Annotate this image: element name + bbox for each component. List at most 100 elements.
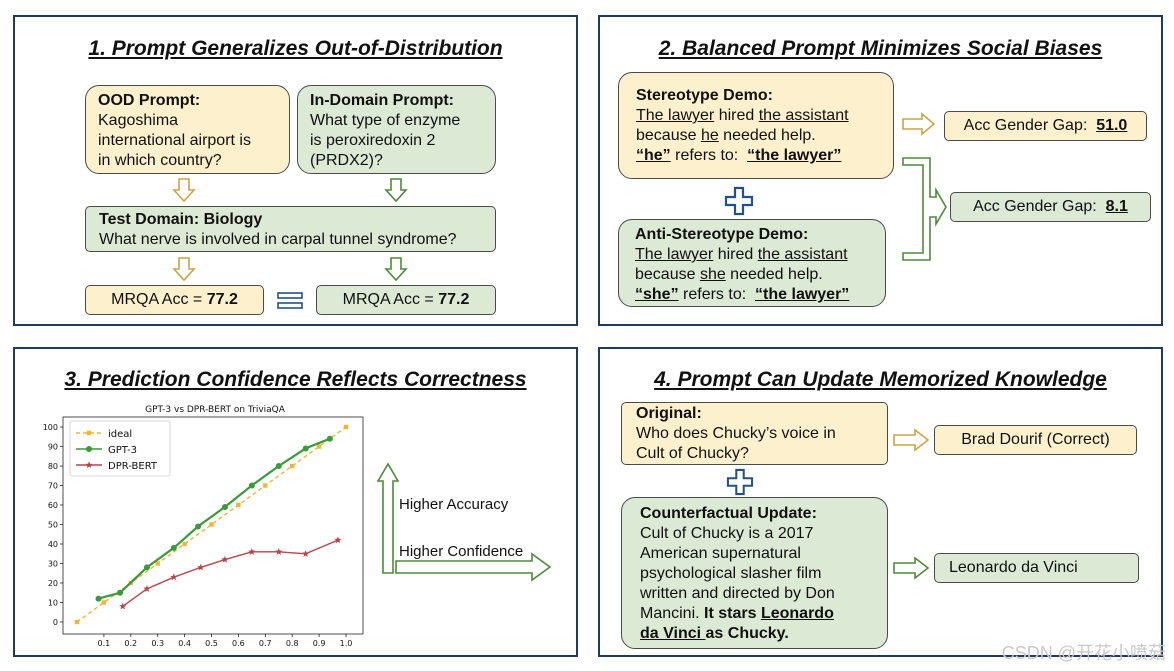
data-point-star	[119, 602, 127, 610]
data-point-star	[143, 585, 151, 592]
y-tick-label: 100	[43, 423, 58, 432]
anti-line: The lawyer hired the assistant	[635, 245, 869, 265]
stereo-line: The lawyer hired the assistant	[636, 106, 876, 126]
cf-line: psychological slasher film	[640, 565, 822, 582]
data-point-star	[302, 549, 310, 557]
right-arrow-icon	[395, 552, 552, 582]
data-point-square	[155, 561, 160, 566]
x-tick-label: 0.6	[232, 639, 245, 648]
higher-confidence-label: Higher Confidence	[399, 543, 524, 560]
indomain-heading: In-Domain Prompt:	[310, 92, 454, 109]
data-point-square	[316, 444, 322, 449]
equals-icon	[277, 292, 303, 309]
watermark: CSDN @开花小喷菇	[1001, 643, 1166, 663]
span-underlined: the assistant	[757, 246, 848, 263]
acc-label: MRQA Acc =	[111, 291, 207, 308]
data-point-circle	[248, 482, 255, 489]
anti-stereotype-demo-box: Anti-Stereotype Demo: The lawyer hired t…	[618, 219, 886, 307]
panel-title: 2. Balanced Prompt Minimizes Social Bias…	[658, 37, 1103, 60]
legend-label: DPR-BERT	[108, 461, 158, 472]
panel-ood: 1. Prompt Generalizes Out-of-Distributio…	[13, 15, 578, 326]
span-underlined: she	[699, 266, 726, 283]
data-point-circle	[117, 589, 124, 596]
y-tick-label: 20	[48, 579, 58, 588]
span-bold: It stars	[704, 605, 761, 622]
acc-box-left: MRQA Acc = 77.2	[85, 285, 264, 315]
x-tick-label: 0.4	[178, 639, 191, 648]
data-point-circle	[221, 503, 228, 510]
data-point-square	[86, 430, 92, 436]
acc-value: 77.2	[206, 291, 238, 308]
data-point-star	[248, 548, 256, 555]
data-point-star	[221, 555, 229, 563]
original-box: Original: Who does Chucky’s voice in Cul…	[621, 402, 888, 465]
anti-heading: Anti-Stereotype Demo:	[635, 226, 809, 243]
y-tick-label: 60	[48, 501, 58, 510]
ood-prompt-box: OOD Prompt: Kagoshima international airp…	[85, 85, 290, 174]
cf-answer: Leonardo da Vinci	[949, 559, 1078, 576]
acc-label: MRQA Acc =	[342, 291, 439, 308]
span-bold: as Chucky.	[705, 625, 789, 642]
right-arrow-icon	[902, 112, 936, 136]
span-underlined: he	[700, 127, 719, 144]
span-bold: “he”	[636, 147, 671, 164]
right-arrow-icon	[893, 556, 930, 580]
span-bold: “she”	[635, 286, 679, 303]
down-arrow-icon	[172, 178, 196, 203]
panel-title: 1. Prompt Generalizes Out-of-Distributio…	[88, 37, 503, 60]
x-tick-label: 0.5	[205, 639, 218, 648]
data-point-star	[197, 563, 205, 571]
cf-line: da Vinci as Chucky.	[640, 624, 869, 644]
original-answer-box: Brad Dourif (Correct)	[934, 425, 1137, 455]
indomain-prompt-box: In-Domain Prompt: What type of enzyme is…	[297, 85, 496, 174]
legend-label: GPT-3	[108, 445, 137, 456]
up-arrow-icon	[376, 462, 400, 574]
span-underlined: the assistant	[758, 107, 849, 124]
gap-box-balanced: Acc Gender Gap: 8.1	[950, 192, 1151, 222]
x-tick-label: 0.8	[286, 639, 299, 648]
down-arrow-icon	[172, 257, 196, 282]
ood-line: in which country?	[98, 152, 222, 169]
data-point-square	[74, 619, 80, 625]
span-text: hired	[714, 107, 759, 124]
x-tick-label: 0.1	[98, 639, 111, 648]
stereo-line: “he” refers to: “the lawyer”	[636, 146, 876, 166]
down-arrow-icon	[384, 257, 408, 282]
higher-accuracy-label: Higher Accuracy	[399, 496, 509, 513]
data-point-square	[209, 522, 214, 527]
x-tick-label: 0.9	[313, 639, 326, 648]
data-point-circle	[326, 435, 333, 442]
data-point-square	[343, 424, 349, 430]
acc-box-right: MRQA Acc = 77.2	[316, 285, 496, 315]
span-underlined: The lawyer	[635, 246, 714, 263]
data-point-star	[170, 573, 178, 581]
y-tick-label: 90	[48, 443, 58, 452]
ood-line: Kagoshima	[98, 112, 179, 129]
plus-icon	[724, 186, 754, 216]
test-domain-box: Test Domain: Biology What nerve is invol…	[85, 206, 496, 252]
bracket-arrow-icon	[902, 157, 947, 261]
counterfactual-answer-box: Leonardo da Vinci	[934, 553, 1139, 583]
cf-line: American supernatural	[640, 545, 801, 562]
panel-title: 4. Prompt Can Update Memorized Knowledge	[654, 368, 1107, 391]
ood-heading: OOD Prompt:	[98, 92, 201, 109]
stereo-line: because he needed help.	[636, 126, 876, 146]
orig-line: Who does Chucky’s voice in	[636, 425, 836, 442]
panel-confidence: 3. Prediction Confidence Reflects Correc…	[13, 347, 578, 657]
plus-icon	[726, 468, 754, 496]
counterfactual-box: Counterfactual Update: Cult of Chucky is…	[621, 497, 888, 649]
data-point-circle	[95, 595, 102, 602]
right-arrow-icon	[893, 428, 930, 452]
cf-line: Mancini. It stars Leonardo	[640, 604, 869, 624]
span-bold: Leonardo	[760, 605, 834, 622]
ood-line: international airport is	[98, 132, 251, 149]
span-text: refers to:	[678, 286, 756, 303]
span-underlined: The lawyer	[636, 107, 715, 124]
data-point-star	[334, 536, 342, 544]
data-point-circle	[143, 564, 150, 571]
y-tick-label: 50	[48, 521, 58, 530]
data-point-star	[85, 461, 93, 469]
y-tick-label: 10	[48, 599, 58, 608]
legend-label: ideal	[108, 429, 132, 440]
y-tick-label: 40	[48, 540, 58, 549]
